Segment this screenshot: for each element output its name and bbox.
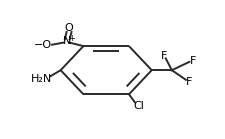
Text: H₂N: H₂N: [31, 74, 52, 84]
Text: Cl: Cl: [132, 101, 143, 111]
Text: F: F: [160, 51, 166, 61]
Text: F: F: [185, 77, 191, 87]
Text: −O: −O: [34, 40, 52, 50]
Text: F: F: [189, 56, 195, 66]
Text: O: O: [64, 23, 73, 33]
Text: +: +: [68, 34, 74, 43]
Text: N: N: [63, 36, 71, 46]
